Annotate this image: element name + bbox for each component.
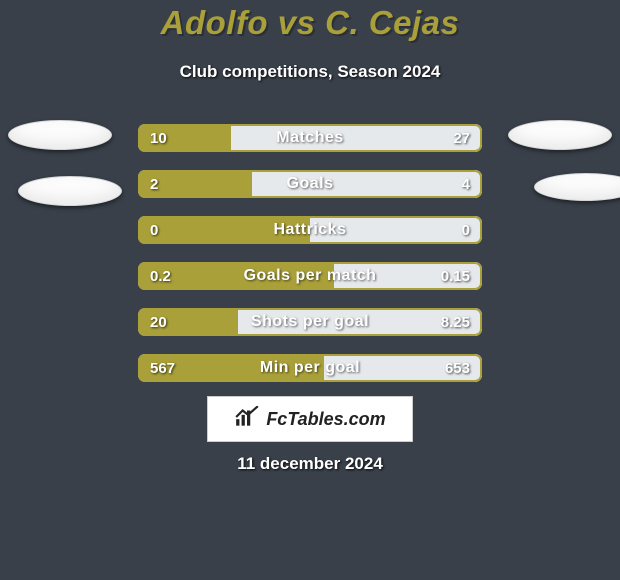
player-right-avatar [508,120,612,150]
stat-value-left: 567 [150,354,175,382]
player-left-avatar-2 [18,176,122,206]
footer-date: 11 december 2024 [0,454,620,474]
stat-fill-left [138,216,310,244]
stat-row: Hattricks00 [138,216,482,244]
player-left-avatar [8,120,112,150]
stat-value-left: 2 [150,170,158,198]
stat-value-left: 10 [150,124,167,152]
stat-row: Matches1027 [138,124,482,152]
stat-value-right: 653 [445,354,470,382]
player-right-avatar-2 [534,173,620,201]
comparison-card: Adolfo vs C. Cejas Club competitions, Se… [0,0,620,580]
stat-row: Goals24 [138,170,482,198]
stat-row: Goals per match0.20.15 [138,262,482,290]
stat-value-right: 27 [453,124,470,152]
brand-label: FcTables.com [266,409,385,430]
stat-fill-right [231,124,482,152]
brand-badge: FcTables.com [207,396,413,442]
stat-value-left: 0.2 [150,262,171,290]
page-title: Adolfo vs C. Cejas [0,4,620,42]
stat-value-right: 8.25 [441,308,470,336]
stat-value-right: 0.15 [441,262,470,290]
page-subtitle: Club competitions, Season 2024 [0,62,620,82]
stat-row: Min per goal567653 [138,354,482,382]
stat-row: Shots per goal208.25 [138,308,482,336]
stat-value-right: 0 [462,216,470,244]
stat-value-right: 4 [462,170,470,198]
stat-fill-right [310,216,482,244]
stats-container: Matches1027Goals24Hattricks00Goals per m… [138,124,482,400]
brand-icon [234,406,260,433]
stat-value-left: 0 [150,216,158,244]
stat-fill-right [252,170,482,198]
stat-value-left: 20 [150,308,167,336]
